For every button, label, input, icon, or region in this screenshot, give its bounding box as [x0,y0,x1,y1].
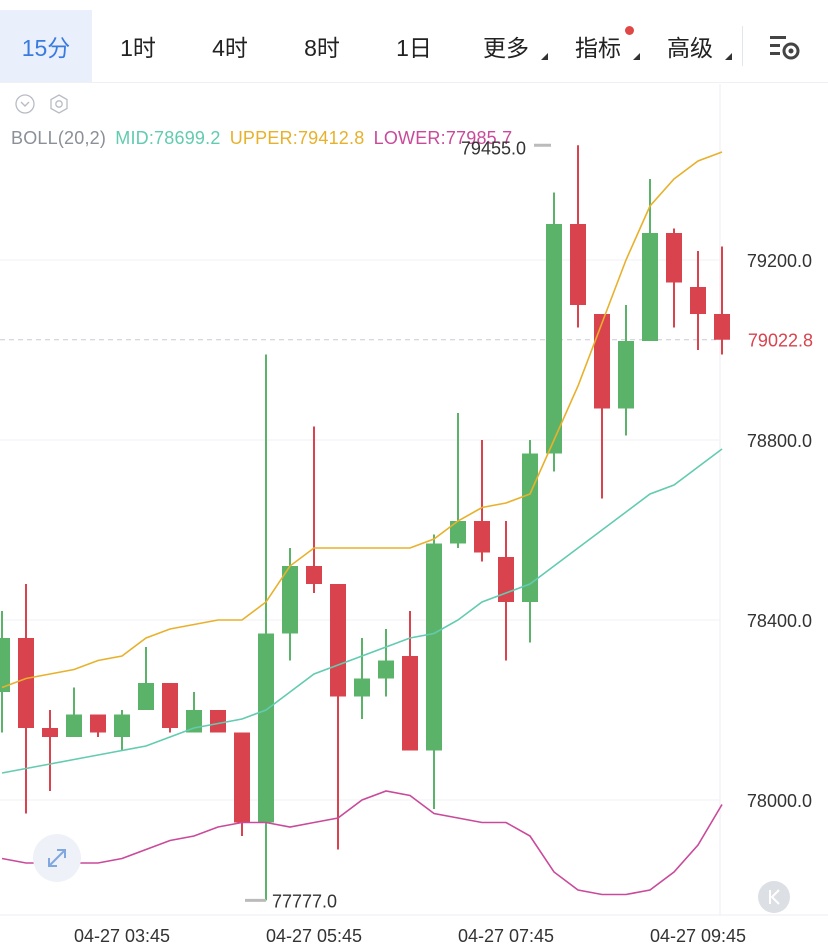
indicator-name: BOLL(20,2) [11,128,107,148]
scroll-latest-icon [769,889,780,905]
y-tick-label: 79200.0 [747,251,812,271]
tab-1d[interactable]: 1日 [368,10,460,82]
candle-body [690,287,706,314]
candle-body [474,521,490,553]
boll-lower-line [1,790,723,896]
tab-more[interactable]: 更多 [460,10,552,82]
tab-1h[interactable]: 1时 [92,10,184,82]
candle-body [42,728,58,737]
x-tick-label: 04-27 09:45 [650,926,746,946]
candle-body [186,710,202,733]
chart-settings-icon [769,36,799,60]
candle-body [618,341,634,409]
y-tick-label: 78000.0 [747,791,812,811]
tab-8h[interactable]: 8时 [276,10,368,82]
candle-body [378,660,394,679]
scroll-latest-button[interactable] [758,881,790,913]
high-label: 79455.0 [461,138,526,158]
timeframe-tabs: 15分 1时 4时 8时 1日 更多 指标 高级 [0,10,828,83]
tab-label: 8时 [304,35,340,61]
dropdown-arrow-icon [633,53,640,60]
candle-body [162,683,178,728]
candle-body [90,714,106,733]
divider [742,26,743,66]
candle-body [354,678,370,697]
candle-body [306,566,322,584]
last-price-label: 79022.8 [748,331,813,351]
tab-15m[interactable]: 15分 [0,10,92,82]
indicator-settings-icon[interactable] [49,94,69,114]
candle-body [594,314,610,409]
candle-body [666,233,682,283]
candle-body [714,314,730,340]
tab-label: 1时 [120,35,156,61]
candle-body [642,233,658,341]
notification-dot [625,26,634,35]
boll-upper-line [1,151,723,689]
dropdown-arrow-icon [725,53,732,60]
tab-label: 指标 [575,35,621,61]
tab-4h[interactable]: 4时 [184,10,276,82]
boll-legend: BOLL(20,2) MID:78699.2 UPPER:79412.8 LOW… [11,128,512,149]
candle-body [522,453,538,602]
dropdown-arrow-icon [541,53,548,60]
candle-body [450,521,466,544]
mid-value: MID:78699.2 [115,128,221,148]
boll-mid-line [1,448,723,774]
candle-body [66,714,82,737]
y-tick-label: 78400.0 [747,611,812,631]
expand-icon [48,849,66,867]
candle-body [330,584,346,697]
candle-body [138,683,154,710]
candle-body [234,732,250,823]
lower-value: LOWER:77985.7 [373,128,513,148]
candle-body [426,543,442,751]
tab-advanced[interactable]: 高级 [644,10,736,82]
candle-body [258,633,274,823]
x-tick-label: 04-27 03:45 [74,926,170,946]
upper-value: UPPER:79412.8 [229,128,365,148]
candle-body [546,224,562,454]
tab-label: 4时 [212,35,248,61]
x-tick-label: 04-27 07:45 [458,926,554,946]
collapse-chevron-icon[interactable] [15,94,35,114]
candle-body [114,714,130,737]
low-label: 77777.0 [272,891,337,911]
y-tick-label: 78800.0 [747,431,812,451]
tab-indicators[interactable]: 指标 [552,10,644,82]
tab-label: 高级 [667,35,713,61]
tab-label: 更多 [483,35,529,61]
candle-body [0,638,10,692]
tab-label: 15分 [21,35,71,61]
candle-body [402,656,418,751]
tab-label: 1日 [396,35,432,61]
x-tick-label: 04-27 05:45 [266,926,362,946]
candle-body [282,566,298,634]
candle-body [210,710,226,733]
candle-body [18,638,34,728]
expand-button[interactable] [33,834,81,882]
candle-body [570,224,586,305]
chart-settings-button[interactable] [743,10,826,82]
scroll-latest-bg [758,881,790,913]
